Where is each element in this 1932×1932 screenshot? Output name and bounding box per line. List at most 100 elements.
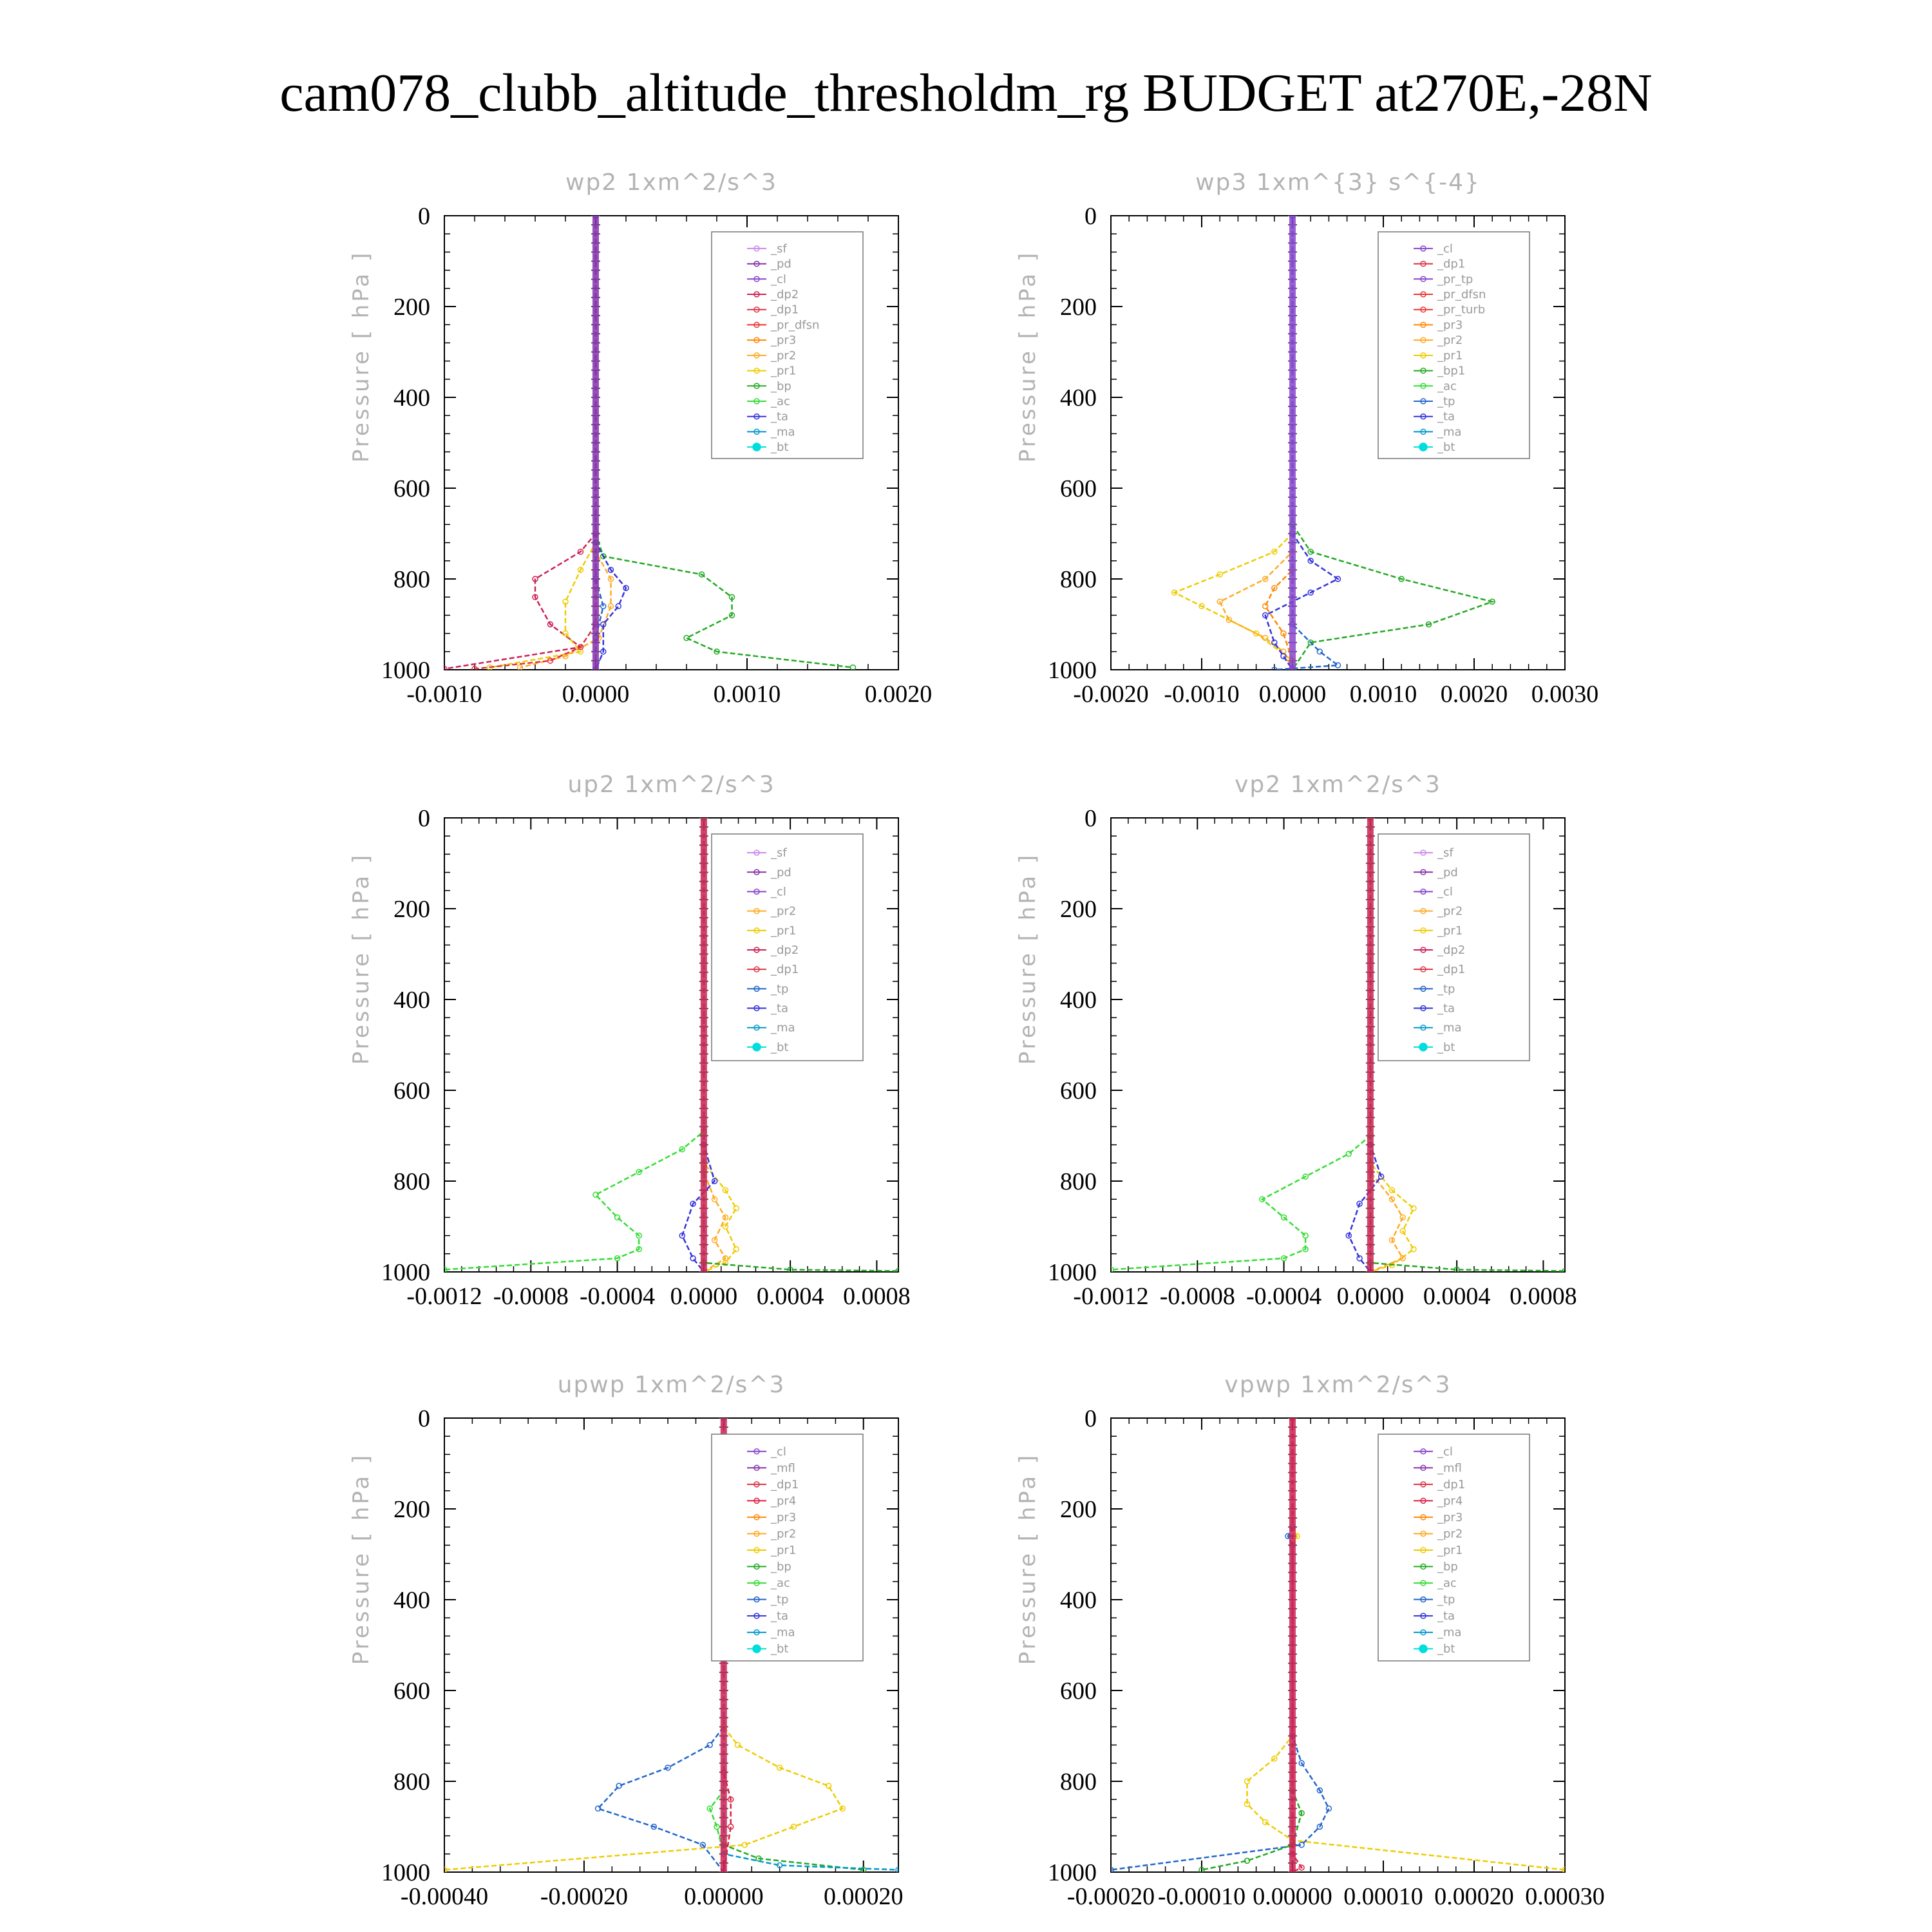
legend-marker — [1419, 1043, 1428, 1052]
series-marker-bp1 — [1425, 621, 1432, 628]
series-marker-ta — [623, 585, 629, 591]
x-tick-label: -0.0008 — [1160, 1283, 1235, 1310]
legend-marker — [753, 1514, 760, 1520]
legend-entry-bp: _bp — [770, 379, 791, 393]
series-marker-pr3 — [1271, 585, 1278, 591]
panels-group: wp2 1xm^2/s^3 Pressure [ hPa ] 0 200 400 600 8… — [348, 169, 1605, 1910]
legend-marker — [753, 413, 760, 420]
legend-marker — [1420, 1024, 1426, 1031]
series-marker-tp — [699, 1841, 706, 1848]
plot-frame — [444, 215, 899, 670]
series-marker-pr1 — [722, 1260, 729, 1266]
legend-marker — [1420, 1563, 1426, 1570]
legend-entry-pr2: _pr2 — [1437, 334, 1463, 347]
series-marker-tp — [650, 1823, 658, 1830]
series-marker-pr2 — [1226, 616, 1233, 623]
legend-marker — [753, 1005, 760, 1012]
legend-marker — [753, 1547, 760, 1553]
series-marker-ta — [1378, 1173, 1385, 1180]
x-tick-label: 0.0000 — [670, 1283, 738, 1310]
y-tick-label: 800 — [393, 566, 430, 593]
legend-entry-ta: _ta — [770, 1609, 788, 1623]
legend-entry-ta: _ta — [770, 1002, 788, 1016]
x-tick-label: 0.0004 — [757, 1283, 824, 1310]
series-marker-pr2 — [607, 576, 614, 582]
series-marker-tp — [1334, 662, 1341, 668]
series-marker-dp1 — [592, 1191, 599, 1198]
legend-marker — [1420, 1580, 1426, 1586]
series-group — [1111, 1418, 1565, 1872]
series-line-pr1 — [1246, 1418, 1565, 1871]
series-marker-dp2 — [532, 576, 538, 582]
legend-marker — [753, 1613, 760, 1619]
series-marker-pr1 — [839, 1805, 846, 1812]
legend-entry-pd: _pd — [1437, 866, 1458, 879]
legend-entry-ma: _ma — [1437, 425, 1462, 439]
x-tick-label: 0.0000 — [1259, 681, 1327, 708]
series-marker-dp1 — [1259, 1196, 1265, 1202]
y-tick-label: 800 — [393, 1168, 430, 1195]
series-marker-bp1 — [1307, 548, 1314, 555]
x-tick-label: 0.0004 — [1423, 1283, 1491, 1310]
series-marker-dp2 — [895, 1267, 898, 1272]
series-line-tp — [1111, 1418, 1330, 1871]
legend-marker — [753, 276, 760, 283]
legend-entry-tp: _tp — [1437, 395, 1455, 408]
y-tick-label: 600 — [393, 1678, 430, 1705]
series-marker-bp1 — [1489, 598, 1495, 605]
legend-entry-pd: _pd — [770, 866, 791, 879]
legend-entry-ta: _ta — [1437, 1609, 1455, 1623]
x-tick-label: -0.0010 — [1164, 681, 1239, 708]
legend-entry-pr2: _pr2 — [770, 905, 796, 918]
series-marker-ta — [1271, 639, 1278, 646]
series-line-pr1 — [489, 216, 597, 668]
legend-marker — [1420, 849, 1426, 856]
legend-entry-dp1: _dp1 — [1437, 258, 1465, 271]
legend-marker — [1420, 1005, 1426, 1012]
legend-entry-pr1: _pr1 — [1437, 1544, 1463, 1557]
series-marker-pr1 — [577, 567, 584, 573]
series-marker-pr1 — [733, 1246, 739, 1253]
x-tick-label: -0.00010 — [1158, 1883, 1245, 1910]
legend-marker — [752, 1043, 761, 1052]
x-tick-label: -0.0010 — [406, 681, 482, 708]
series-marker-pr1 — [1388, 1187, 1396, 1193]
x-tick-label: 0.0000 — [562, 681, 630, 708]
series-marker-dp2 — [577, 548, 584, 555]
legend-marker — [1420, 927, 1426, 934]
legend-entry-dp2: _dp2 — [1437, 943, 1465, 957]
y-tick-label: 1000 — [381, 1259, 430, 1286]
series-marker-ta — [1307, 589, 1314, 596]
series-marker-ta — [1280, 653, 1287, 659]
legend-marker — [1420, 291, 1426, 298]
legend-marker — [1420, 1547, 1426, 1553]
legend-entry-ac: _ac — [1437, 1577, 1457, 1590]
legend-marker — [752, 442, 761, 451]
legend-entry-bt: _bt — [1437, 1642, 1455, 1656]
legend-entry-pr2: _pr2 — [1437, 1527, 1463, 1540]
series-marker-bp — [728, 594, 735, 600]
legend: _cl _dp1_pr_tp _pr_dfsn _pr_turb_pr3 _pr2 _pr… — [1378, 231, 1530, 459]
y-axis-label: Pressure [ hPa ] — [348, 1453, 374, 1665]
series-marker-dp1 — [1345, 1150, 1352, 1157]
series-marker-dp2 — [532, 594, 538, 600]
series-marker-ta — [600, 649, 607, 655]
series-marker-pr2 — [1388, 1196, 1396, 1202]
legend-marker — [1420, 276, 1426, 283]
series-marker-tp — [1316, 1787, 1323, 1794]
legend-entry-ta: _ta — [1437, 1002, 1455, 1016]
series-marker-pr1 — [825, 1783, 832, 1789]
legend-marker — [753, 291, 760, 298]
legend-entry-sf: _sf — [1437, 846, 1454, 860]
y-tick-label: 1000 — [1048, 657, 1097, 684]
series-marker-pr1 — [577, 649, 584, 655]
series-marker-pr1 — [1171, 589, 1178, 596]
legend-entry-pr1: _pr1 — [1437, 349, 1463, 363]
x-tick-label: 0.0030 — [1531, 681, 1599, 708]
series-marker-dp1 — [614, 1255, 621, 1262]
legend-box — [711, 1434, 864, 1662]
x-tick-label: 0.00020 — [1434, 1883, 1514, 1910]
series-marker-tp — [665, 1765, 671, 1771]
series-marker-dp1 — [547, 658, 554, 664]
series-marker-tp — [1316, 649, 1323, 655]
